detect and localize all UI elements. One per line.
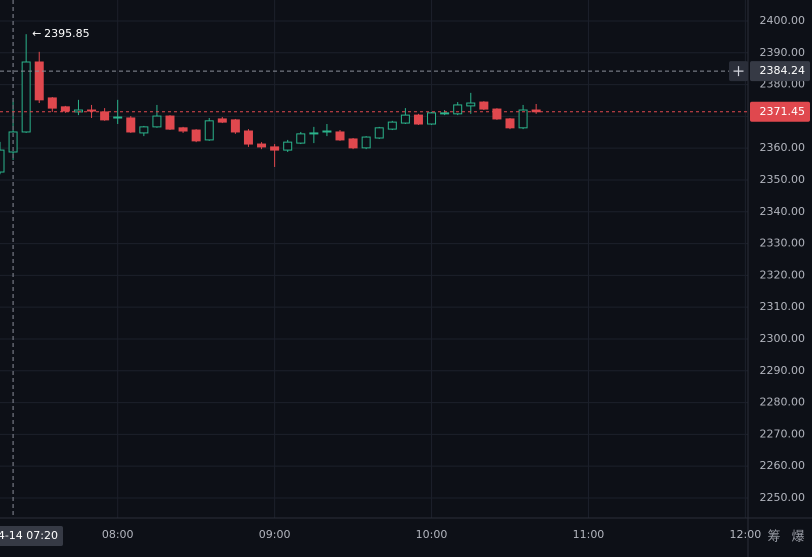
crosshair-price-label: 2384.24 bbox=[760, 64, 806, 77]
crosshair-time-box bbox=[0, 526, 63, 546]
y-tick-label: 2320.00 bbox=[760, 268, 806, 281]
candle-body bbox=[100, 111, 110, 121]
y-tick-label: 2350.00 bbox=[760, 173, 806, 186]
candle-body bbox=[21, 61, 31, 133]
grid bbox=[0, 0, 748, 518]
candle-body bbox=[87, 109, 97, 112]
y-tick-label: 2310.00 bbox=[760, 300, 806, 313]
candle-body bbox=[440, 112, 450, 115]
candle-body bbox=[165, 115, 175, 130]
y-tick-label: 2330.00 bbox=[760, 237, 806, 250]
x-tick-label: 10:00 bbox=[416, 528, 448, 541]
y-tick-label: 2290.00 bbox=[760, 364, 806, 377]
candle-body bbox=[152, 115, 162, 128]
high-label: 2395.85 bbox=[44, 27, 90, 40]
candle-body bbox=[243, 130, 253, 145]
candle-body bbox=[427, 112, 437, 125]
x-tick-label: 08:00 bbox=[102, 528, 134, 541]
y-tick-label: 2400.00 bbox=[760, 14, 806, 27]
candle-body bbox=[322, 130, 332, 133]
candle-body bbox=[178, 127, 188, 132]
candle-body bbox=[400, 114, 410, 124]
y-tick-label: 2280.00 bbox=[760, 396, 806, 409]
x-tick-label: 11:00 bbox=[573, 528, 605, 541]
candle-body bbox=[47, 97, 57, 109]
candle-body bbox=[374, 127, 384, 139]
candle-body bbox=[453, 104, 463, 115]
y-tick-label: 2260.00 bbox=[760, 459, 806, 472]
last-price-box bbox=[750, 101, 810, 122]
add-icon[interactable] bbox=[733, 66, 744, 77]
candle-body bbox=[492, 108, 502, 120]
y-tick-label: 2300.00 bbox=[760, 332, 806, 345]
x-tick-label: 09:00 bbox=[259, 528, 291, 541]
y-tick-label: 2340.00 bbox=[760, 205, 806, 218]
candle-body bbox=[335, 131, 345, 141]
candle-body bbox=[257, 143, 267, 148]
candle-body bbox=[0, 149, 5, 173]
candle-body bbox=[139, 126, 149, 134]
candle-body bbox=[348, 138, 358, 149]
candle-body bbox=[204, 120, 214, 141]
toolbar-icon[interactable]: 筹 bbox=[767, 529, 780, 545]
candle-body bbox=[413, 114, 423, 125]
candle-body bbox=[270, 146, 280, 151]
y-tick-label: 2360.00 bbox=[760, 141, 806, 154]
candle-body bbox=[217, 118, 227, 123]
x-tick-label: 12:00 bbox=[730, 528, 762, 541]
candle-body bbox=[309, 132, 319, 135]
candle-body bbox=[296, 133, 306, 144]
candle-body bbox=[60, 106, 70, 112]
toolbar-icon[interactable]: 爆 bbox=[791, 530, 804, 545]
y-tick-label: 2390.00 bbox=[760, 46, 806, 59]
candle-body bbox=[191, 129, 201, 142]
crosshair-time-label: 04-14 07:20 bbox=[0, 529, 58, 542]
last-price-label: 2371.45 bbox=[760, 105, 806, 118]
overlay: 2250.00 2260.00 2270.00 2280.00 2290.00 2300.… bbox=[0, 0, 810, 546]
candle-body bbox=[387, 121, 397, 130]
candle-body bbox=[479, 101, 489, 110]
y-tick-label: 2250.00 bbox=[760, 491, 806, 504]
candle-body bbox=[126, 117, 136, 133]
candle-body bbox=[505, 118, 515, 129]
y-tick-label: 2270.00 bbox=[760, 427, 806, 440]
high-arrow: ← bbox=[32, 27, 41, 40]
candle-body bbox=[361, 136, 371, 149]
candle-body bbox=[113, 116, 123, 119]
candle-body bbox=[466, 102, 476, 107]
candle-body bbox=[283, 141, 293, 151]
crosshair-price-box bbox=[750, 61, 810, 82]
candle-body bbox=[34, 61, 44, 101]
candle-body bbox=[518, 109, 528, 129]
candle-body bbox=[230, 119, 240, 133]
